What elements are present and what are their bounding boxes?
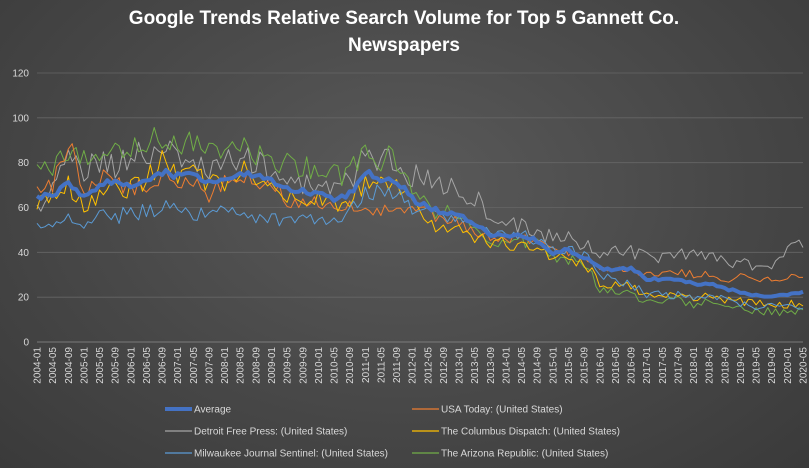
y-tick-label: 0 <box>23 338 29 349</box>
x-tick-label: 2004-01 <box>33 347 44 384</box>
x-tick-label: 2006-05 <box>142 347 153 384</box>
x-tick-label: 2011-05 <box>376 347 387 383</box>
x-tick-label: 2017-05 <box>658 347 669 384</box>
x-tick-label: 2020-05 <box>799 347 809 384</box>
x-tick-label: 2006-09 <box>158 347 169 384</box>
x-tick-label: 2017-09 <box>673 347 684 384</box>
x-tick-label: 2018-01 <box>689 347 700 384</box>
x-tick-label: 2006-01 <box>126 347 137 384</box>
x-axis-ticks: 2004-01 2004-05 2004-09 2005-01 2005-05 2005-… <box>33 347 809 384</box>
y-tick-label: 80 <box>18 158 30 169</box>
y-axis-ticks: 0 20 40 60 80 100 120 <box>12 69 29 349</box>
x-tick-label: 2008-01 <box>220 347 231 384</box>
x-tick-label: 2012-09 <box>439 347 450 384</box>
series-line-0 <box>35 168 804 299</box>
x-tick-label: 2009-01 <box>267 347 278 384</box>
legend-label-3: The Columbus Dispatch: (United States) <box>441 427 620 438</box>
x-tick-label: 2011-01 <box>361 347 372 383</box>
x-tick-label: 2009-09 <box>298 347 309 384</box>
x-tick-label: 2007-01 <box>173 347 184 384</box>
x-tick-label: 2004-09 <box>64 347 75 384</box>
x-tick-label: 2019-01 <box>736 347 747 384</box>
x-tick-label: 2015-01 <box>548 347 559 384</box>
chart-title-line-1: Google Trends Relative Search Volume for… <box>129 8 679 29</box>
chart-title-line-2: Newspapers <box>348 35 460 56</box>
y-tick-label: 40 <box>18 248 30 259</box>
series-lines <box>35 127 804 317</box>
x-tick-label: 2007-09 <box>204 347 215 384</box>
x-tick-label: 2016-01 <box>595 347 606 384</box>
x-tick-label: 2005-05 <box>95 347 106 384</box>
x-tick-label: 2014-01 <box>501 347 512 384</box>
x-tick-label: 2010-09 <box>345 347 356 384</box>
x-tick-label: 2010-01 <box>314 347 325 384</box>
x-tick-label: 2005-01 <box>79 347 90 384</box>
y-tick-label: 60 <box>18 203 30 214</box>
x-tick-label: 2010-05 <box>330 347 341 384</box>
series-line-3 <box>36 150 804 309</box>
x-tick-label: 2016-05 <box>611 347 622 384</box>
legend-label-5: The Arizona Republic: (United States) <box>441 449 608 460</box>
x-tick-label: 2013-09 <box>486 347 497 384</box>
gridlines <box>37 72 803 343</box>
x-tick-label: 2015-05 <box>564 347 575 384</box>
x-tick-label: 2012-05 <box>423 347 434 384</box>
legend: Average USA Today: (United States) Detroit… <box>165 405 620 460</box>
legend-label-1: USA Today: (United States) <box>441 405 563 416</box>
y-tick-label: 100 <box>12 113 29 124</box>
x-tick-label: 2013-05 <box>470 347 481 384</box>
series-line-1 <box>36 143 803 283</box>
x-tick-label: 2018-05 <box>705 347 716 384</box>
x-tick-label: 2008-09 <box>251 347 262 384</box>
y-tick-label: 20 <box>18 293 30 304</box>
series-line-5 <box>36 127 804 317</box>
x-tick-label: 2013-01 <box>455 347 466 384</box>
x-tick-label: 2017-01 <box>642 347 653 384</box>
x-tick-label: 2019-09 <box>767 347 778 384</box>
x-tick-label: 2019-05 <box>752 347 763 384</box>
x-tick-label: 2009-05 <box>283 347 294 384</box>
x-tick-label: 2005-09 <box>111 347 122 384</box>
x-tick-label: 2004-05 <box>48 347 59 384</box>
x-tick-label: 2016-09 <box>627 347 638 384</box>
y-tick-label: 120 <box>12 69 29 80</box>
x-tick-label: 2020-01 <box>783 347 794 384</box>
legend-label-4: Milwaukee Journal Sentinel: (United Stat… <box>194 449 388 460</box>
x-tick-label: 2015-09 <box>580 347 591 384</box>
series-line-4 <box>36 184 804 311</box>
x-tick-label: 2012-01 <box>408 347 419 384</box>
x-tick-label: 2014-05 <box>517 347 528 384</box>
x-tick-label: 2018-09 <box>720 347 731 384</box>
x-tick-label: 2008-05 <box>236 347 247 384</box>
x-tick-label: 2014-09 <box>533 347 544 384</box>
legend-label-0: Average <box>194 405 232 416</box>
legend-label-2: Detroit Free Press: (United States) <box>194 427 347 438</box>
x-tick-label: 2011-09 <box>392 347 403 383</box>
series-line-2 <box>36 140 804 271</box>
x-tick-label: 2007-05 <box>189 347 200 384</box>
